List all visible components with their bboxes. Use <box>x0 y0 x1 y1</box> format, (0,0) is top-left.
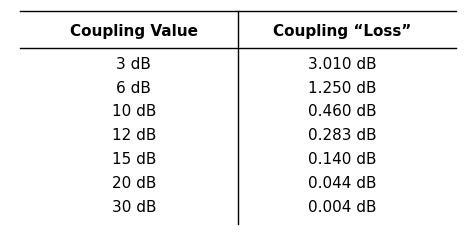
Text: 6 dB: 6 dB <box>117 81 151 95</box>
Text: 12 dB: 12 dB <box>112 128 156 143</box>
Text: 0.140 dB: 0.140 dB <box>308 152 377 167</box>
Text: 3.010 dB: 3.010 dB <box>308 57 377 72</box>
Text: 0.460 dB: 0.460 dB <box>308 104 377 119</box>
Text: 10 dB: 10 dB <box>112 104 156 119</box>
Text: Coupling “Loss”: Coupling “Loss” <box>273 24 411 39</box>
Text: 0.044 dB: 0.044 dB <box>308 176 377 191</box>
Text: 0.283 dB: 0.283 dB <box>308 128 377 143</box>
Text: Coupling Value: Coupling Value <box>70 24 198 39</box>
Text: 30 dB: 30 dB <box>112 200 156 215</box>
Text: 20 dB: 20 dB <box>112 176 156 191</box>
Text: 15 dB: 15 dB <box>112 152 156 167</box>
Text: 0.004 dB: 0.004 dB <box>308 200 377 215</box>
Text: 3 dB: 3 dB <box>117 57 151 72</box>
Text: 1.250 dB: 1.250 dB <box>308 81 377 95</box>
